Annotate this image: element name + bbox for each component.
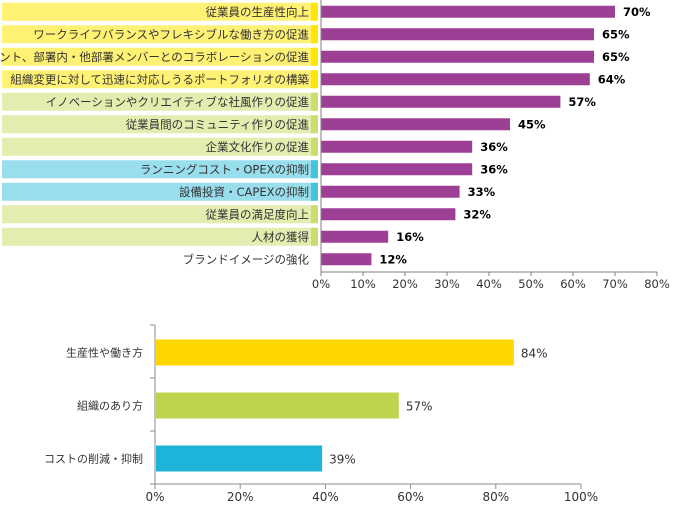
label-band-edge [311,92,318,111]
value-label: 57% [406,400,433,414]
label-band-edge [311,115,318,134]
label-band [2,227,317,246]
category-label: 人材の獲得 [252,230,310,244]
x-tick-label: 60% [560,277,586,291]
value-label: 84% [521,347,548,361]
label-band-edge [311,160,318,179]
bar [321,253,372,266]
category-label: 従業員の生産性向上 [206,5,310,19]
bar [321,73,590,86]
x-tick-label: 60% [397,490,424,504]
value-label: 65% [602,27,630,41]
category-label: 設備投資・CAPEXの抑制 [179,185,309,199]
priorities-bar-chart: 従業員の生産性向上 70% ワークライフバランスやフレキシブルな働き方の促進 65% ク… [0,0,670,291]
bar [321,118,510,131]
category-label: イノベーションやクリエイティブな社風作りの促進 [46,95,310,109]
bar [321,185,460,198]
x-tick-label: 40% [476,277,502,291]
category-label: コストの削減・抑制 [44,452,143,466]
label-band [2,70,317,89]
value-label: 57% [568,95,596,109]
category-label: ワークライフバランスやフレキシブルな働き方の促進 [33,27,309,41]
label-band-edge [311,137,318,156]
label-band-edge [311,2,318,21]
category-label: 組織のあり方 [77,399,143,413]
label-band [2,137,317,156]
label-band [2,182,317,201]
label-band-edge [311,205,318,224]
value-label: 12% [379,252,407,266]
category-label: 生産性や働き方 [66,346,143,360]
value-label: 65% [602,50,630,64]
category-label: ランニングコスト・OPEXの抑制 [140,162,309,176]
value-label: 32% [463,207,491,221]
label-band [2,115,317,134]
value-label: 36% [480,162,508,176]
bar [321,5,615,18]
bar [321,163,473,176]
label-band [2,47,317,66]
x-tick-label: 20% [227,490,254,504]
label-band [2,2,317,21]
bar [156,445,323,472]
bar [321,230,389,243]
bar [156,339,514,366]
categories-bar-chart: 生産性や働き方 84% 組織のあり方 57% コストの削減・抑制 39% 0% 20% 40% 6… [44,324,598,504]
bar [321,28,594,41]
value-label: 45% [518,117,546,131]
x-tick-label: 80% [644,277,670,291]
category-label: 組織変更に対して迅速に対応しうるポートフォリオの構築 [10,72,309,86]
label-band-edge [311,70,318,89]
value-label: 64% [598,72,626,86]
x-tick-label: 100% [564,490,598,504]
category-label: 企業文化作りの促進 [206,140,310,154]
label-band [2,205,317,224]
bar [156,392,399,419]
x-tick-label: 10% [350,277,376,291]
category-label: ブランドイメージの強化 [183,252,310,266]
value-label: 33% [468,185,496,199]
bar [321,50,594,63]
bar [321,208,456,221]
label-band [2,25,317,44]
value-label: 16% [396,230,424,244]
label-band-edge [311,182,318,201]
x-tick-label: 30% [434,277,460,291]
x-tick-label: 50% [518,277,544,291]
category-label: 従業員間のコミュニティ作りの促進 [126,117,310,131]
value-label: 70% [623,5,651,19]
x-tick-label: 0% [312,277,330,291]
label-band-edge [311,227,318,246]
value-label: 39% [329,453,356,467]
label-band [2,160,317,179]
category-label: 従業員の満足度向上 [206,207,310,221]
bar [321,95,561,108]
label-band-edge [311,47,318,66]
category-label: クライアント、部署内・他部署メンバーとのコラボレーションの促進 [0,50,309,64]
x-tick-label: 40% [312,490,339,504]
label-band-edge [311,25,318,44]
x-tick-label: 20% [392,277,418,291]
x-tick-label: 0% [145,490,164,504]
x-tick-label: 80% [482,490,509,504]
bar [321,140,473,153]
value-label: 36% [480,140,508,154]
x-tick-label: 70% [602,277,628,291]
label-band [2,92,317,111]
